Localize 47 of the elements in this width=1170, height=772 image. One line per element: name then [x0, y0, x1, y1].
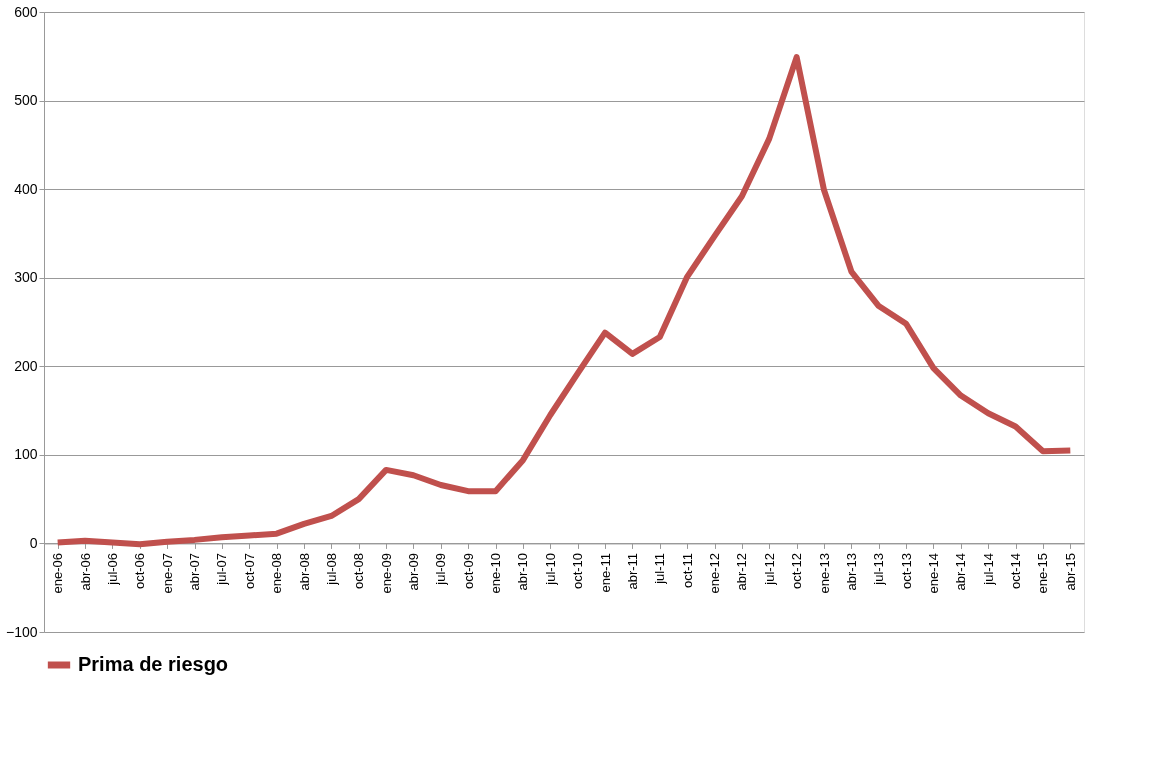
y-tick-label: 500	[14, 92, 38, 109]
x-tick-label: abr-14	[953, 552, 969, 591]
x-tick-label: abr-08	[296, 552, 312, 591]
x-tick-label: jul-08	[323, 552, 339, 586]
x-tick-label: ene-15	[1035, 552, 1051, 594]
x-tick-label: oct-11	[679, 552, 695, 589]
x-tick-label: ene-08	[269, 552, 285, 594]
x-tick-label: abr-13	[843, 552, 859, 591]
y-tick-label: 600	[14, 3, 38, 20]
y-tick-label: 200	[14, 357, 38, 374]
x-tick-label: oct-13	[898, 552, 914, 590]
x-tick-label: ene-07	[159, 552, 175, 594]
x-tick-label: ene-10	[488, 552, 504, 594]
x-tick-label: abr-10	[515, 552, 531, 591]
x-tick-label: ene-13	[816, 552, 832, 594]
x-tick-label: ene-14	[925, 552, 941, 594]
x-tick-label: abr-12	[734, 552, 750, 591]
y-tick-label: 400	[14, 180, 38, 197]
x-tick-label: oct-12	[789, 552, 805, 590]
x-tick-label: jul-11	[652, 552, 668, 585]
x-tick-label: jul-10	[542, 552, 558, 586]
x-tick-label: oct-08	[351, 552, 367, 590]
x-tick-label: abr-15	[1062, 552, 1078, 591]
x-tick-label: oct-09	[460, 552, 476, 590]
y-tick-label: 300	[14, 269, 38, 286]
x-tick-label: oct-06	[132, 552, 148, 590]
x-tick-label: jul-07	[214, 552, 230, 586]
x-tick-label: ene-11	[597, 552, 613, 593]
x-tick-label: abr-06	[77, 552, 93, 591]
x-tick-label: abr-09	[405, 552, 421, 591]
x-tick-label: ene-06	[50, 552, 66, 594]
x-tick-label: oct-14	[1008, 552, 1024, 590]
x-tick-label: jul-06	[104, 552, 120, 586]
x-tick-label: jul-14	[980, 552, 996, 586]
x-tick-label: oct-10	[570, 552, 586, 590]
x-tick-label: jul-09	[433, 552, 449, 586]
y-tick-label: 100	[14, 446, 38, 463]
x-tick-label: jul-13	[871, 552, 887, 586]
y-tick-label: 0	[29, 534, 38, 551]
y-tick-label: −100	[5, 623, 38, 640]
x-tick-label: ene-12	[707, 552, 723, 594]
x-tick-label: oct-07	[241, 552, 257, 590]
x-tick-label: abr-07	[187, 552, 203, 591]
x-tick-label: abr-11	[624, 552, 640, 590]
x-tick-label: ene-09	[378, 552, 394, 594]
legend-label: Prima de riesgo	[78, 653, 229, 675]
x-tick-label: jul-12	[761, 552, 777, 586]
